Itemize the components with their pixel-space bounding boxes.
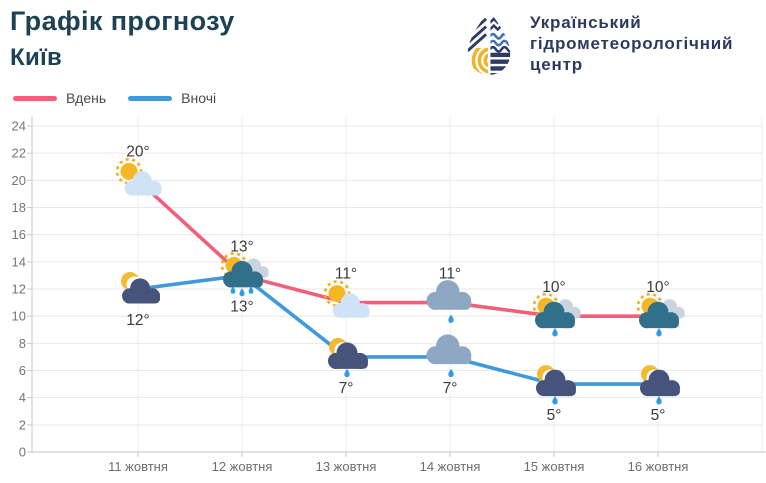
logo-droplet-icon: [467, 9, 511, 75]
legend-label-day: Вдень: [66, 90, 107, 106]
y-axis-label: 12: [12, 282, 26, 297]
legend-item-night[interactable]: Вночі: [128, 90, 216, 106]
point-label: 11°: [335, 266, 357, 283]
weather-icon-moon-raincloud-1: [328, 337, 368, 378]
org-logo: Український гідрометеорологічний центр: [458, 6, 733, 82]
point-label: 7°: [443, 380, 458, 397]
point-label: 10°: [542, 279, 565, 296]
point-label: 12°: [126, 312, 149, 329]
point-label: 13°: [230, 298, 253, 315]
y-axis-label: 0: [19, 445, 26, 460]
point-label: 11°: [439, 266, 461, 283]
point-label: 5°: [547, 407, 562, 424]
weather-icon-raincloud-1: [426, 334, 472, 378]
weather-icon-moon-cloud: [121, 272, 161, 304]
x-axis-label: 13 жовтня: [316, 459, 377, 474]
point-label: 13°: [230, 238, 253, 255]
weather-icon-sun-cloud: [115, 158, 162, 196]
weather-icon-moon-raincloud-1: [536, 365, 576, 405]
legend-label-night: Вночі: [181, 90, 217, 106]
y-axis-label: 10: [12, 309, 26, 324]
point-label: 10°: [646, 279, 669, 296]
legend: Вдень Вночі: [13, 90, 238, 106]
legend-item-day[interactable]: Вдень: [13, 90, 106, 106]
weather-icon-sun-raincloud-3: [220, 252, 269, 297]
weather-icon-sun-raincloud-1: [532, 292, 581, 337]
point-label: 7°: [339, 380, 354, 397]
city-subtitle: Київ: [10, 44, 63, 71]
point-label: 20°: [126, 143, 149, 160]
page-title: Графік прогнозу: [10, 6, 235, 36]
x-axis-label: 14 жовтня: [420, 459, 481, 474]
y-axis-label: 16: [12, 227, 26, 242]
y-axis-label: 4: [19, 390, 26, 405]
x-axis-label: 12 жовтня: [212, 459, 273, 474]
weather-icon-sun-cloud: [323, 280, 370, 318]
y-axis-label: 8: [19, 336, 26, 351]
weather-icon-moon-raincloud-1: [640, 365, 680, 405]
y-axis-label: 24: [12, 119, 26, 134]
x-axis-label: 11 жовтня: [108, 459, 168, 474]
weather-icon-sun-raincloud-1: [636, 292, 685, 337]
weather-icon-raincloud-1: [426, 280, 472, 323]
logo-text-line3: центр: [530, 55, 583, 74]
point-label: 5°: [651, 407, 666, 424]
legend-swatch-day: [13, 95, 57, 101]
y-axis-label: 2: [19, 417, 26, 432]
y-axis-label: 18: [12, 200, 26, 215]
x-axis-label: 15 жовтня: [524, 459, 585, 474]
logo-text: Український гідрометеорологічний центр: [530, 12, 733, 75]
x-axis-label: 16 жовтня: [628, 459, 689, 474]
y-axis-label: 22: [12, 146, 26, 161]
logo-text-line1: Український: [530, 13, 642, 32]
y-axis-label: 6: [19, 363, 26, 378]
series-line-day: [136, 178, 660, 318]
y-axis-label: 14: [12, 254, 26, 269]
series-line-night: [136, 273, 660, 386]
y-axis-label: 20: [12, 173, 26, 188]
logo-text-line2: гідрометеорологічний: [530, 34, 734, 53]
legend-swatch-night: [128, 95, 173, 101]
